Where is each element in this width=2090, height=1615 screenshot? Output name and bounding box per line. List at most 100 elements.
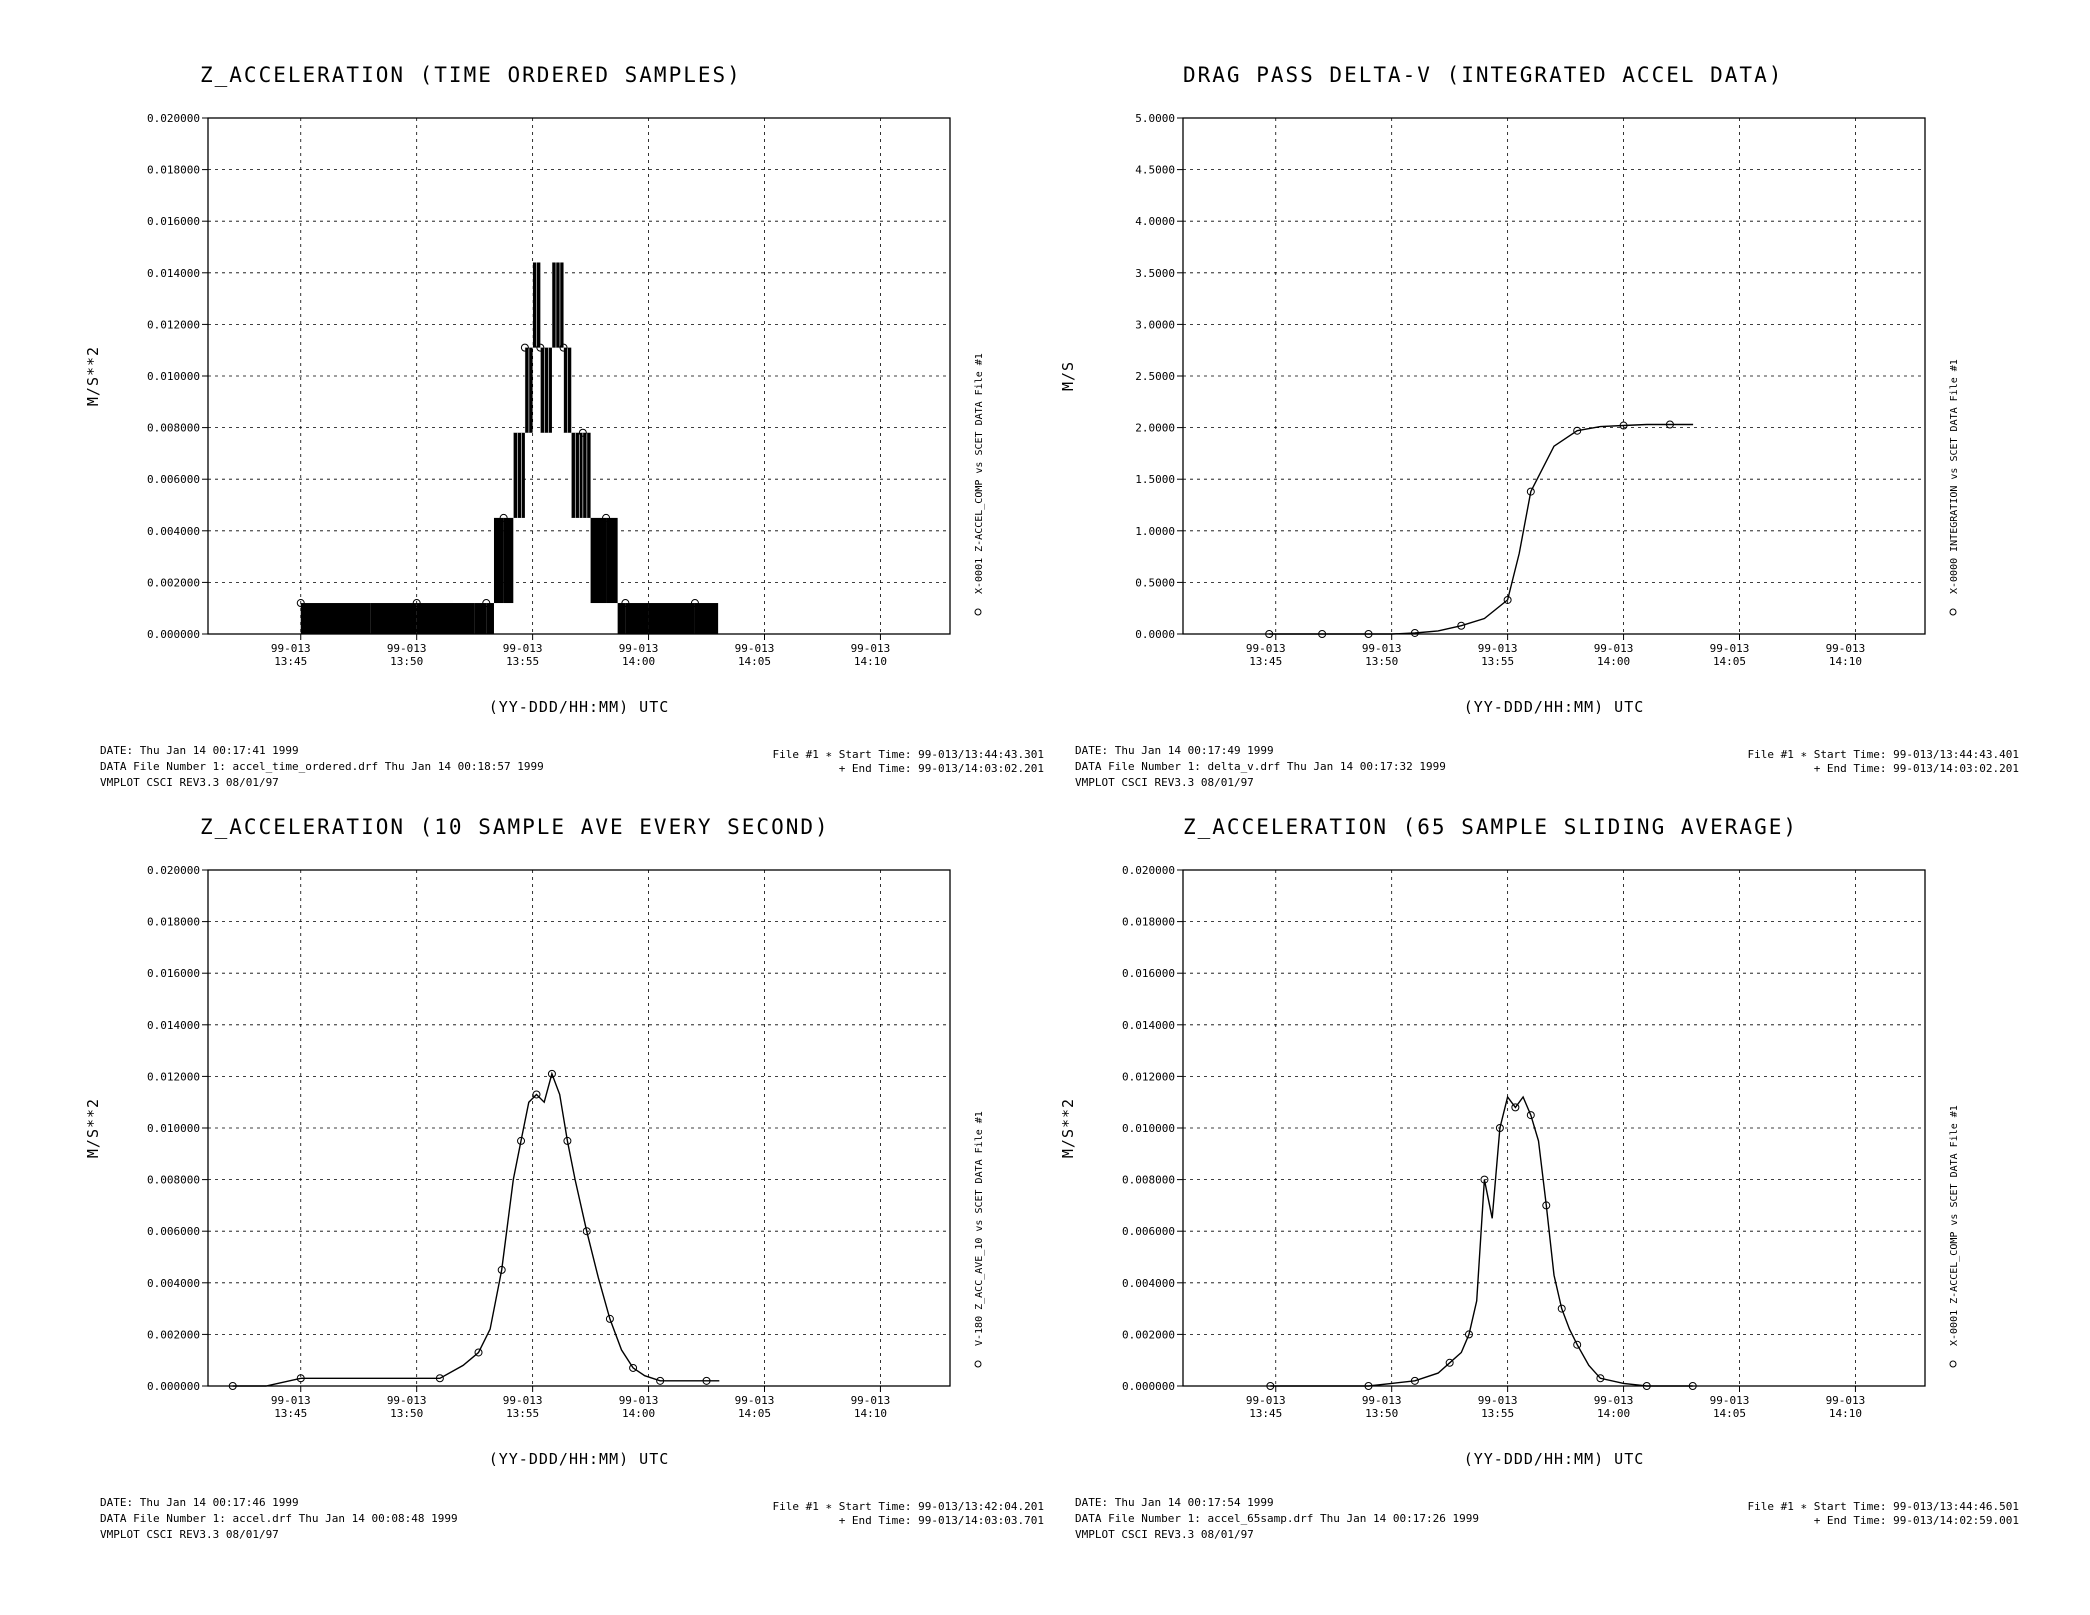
x-tick-date: 99-013 <box>851 642 891 655</box>
series-1 <box>228 1069 720 1390</box>
x-tick-time: 14:10 <box>1829 1407 1862 1420</box>
data-point <box>1265 630 1274 638</box>
x-tick-time: 13:50 <box>1365 1407 1398 1420</box>
data-point <box>1480 1175 1489 1184</box>
x-tick-time: 13:45 <box>274 655 307 668</box>
footer-start-time: File #1 ∗ Start Time: 99-013/13:44:43.30… <box>772 748 1044 761</box>
y-tick-label: 0.004000 <box>147 1277 200 1290</box>
y-tick-label: 0.014000 <box>1122 1019 1175 1032</box>
data-point <box>690 599 699 608</box>
x-tick-time: 13:50 <box>390 1407 423 1420</box>
side-marker <box>1949 1360 1957 1368</box>
x-tick-date: 99-013 <box>387 642 427 655</box>
x-tick-time: 13:55 <box>1481 1407 1514 1420</box>
y-tick-label: 0.002000 <box>1122 1328 1175 1341</box>
data-point <box>1596 1374 1605 1383</box>
y-tick-label: 0.018000 <box>1122 916 1175 929</box>
series-line <box>1270 1095 1693 1387</box>
plot-frame <box>1182 117 1926 635</box>
data-point <box>536 343 545 352</box>
x-tick-time: 13:45 <box>274 1407 307 1420</box>
data-point <box>547 1069 556 1078</box>
y-tick-label: 0.5000 <box>1135 576 1175 589</box>
y-tick-label: 4.5000 <box>1135 164 1175 177</box>
x-tick-time: 13:50 <box>390 655 423 668</box>
x-tick-date: 99-013 <box>503 642 543 655</box>
x-tick-date: 99-013 <box>1594 1394 1634 1407</box>
y-tick-label: 0.006000 <box>147 1225 200 1238</box>
x-tick-date: 99-013 <box>1710 642 1750 655</box>
x-tick-date: 99-013 <box>1246 642 1286 655</box>
y-tick-label: 0.006000 <box>1122 1225 1175 1238</box>
x-tick-date: 99-013 <box>851 1394 891 1407</box>
series-1 <box>1265 420 1694 638</box>
x-tick-time: 13:55 <box>506 1407 539 1420</box>
x-tick-time: 14:10 <box>1829 655 1862 668</box>
x-tick-time: 14:05 <box>738 655 771 668</box>
footer-end-time: + End Time: 99-013/14:03:03.701 <box>839 1514 1044 1527</box>
y-tick-label: 0.002000 <box>147 576 200 589</box>
y-axis-label: M/S**2 <box>1059 1098 1077 1158</box>
data-point <box>578 428 587 437</box>
y-tick-label: 0.010000 <box>147 370 200 383</box>
footer-date: DATE: Thu Jan 14 00:17:54 1999 <box>1075 1496 1274 1509</box>
footer-version: VMPLOT CSCI REV3.3 08/01/97 <box>1075 1528 1254 1541</box>
data-point <box>1495 1124 1504 1132</box>
data-point <box>228 1382 237 1390</box>
y-tick-label: 0.018000 <box>147 916 200 929</box>
y-tick-label: 0.016000 <box>1122 967 1175 980</box>
footer-data-file: DATA File Number 1: accel_65samp.drf Thu… <box>1075 1512 1479 1525</box>
data-point <box>532 1090 541 1099</box>
x-tick-time: 14:00 <box>622 655 655 668</box>
y-tick-label: 0.012000 <box>147 318 200 331</box>
x-tick-date: 99-013 <box>619 642 659 655</box>
y-tick-label: 4.0000 <box>1135 215 1175 228</box>
side-marker <box>974 608 982 616</box>
sample-block <box>300 603 371 634</box>
footer-end-time: + End Time: 99-013/14:03:02.201 <box>839 762 1044 775</box>
sample-block <box>625 603 649 634</box>
data-point <box>497 1265 506 1274</box>
x-tick-date: 99-013 <box>387 1394 427 1407</box>
data-point <box>1542 1201 1551 1210</box>
y-axis-label: M/S**2 <box>84 1098 102 1158</box>
sample-block <box>486 603 494 634</box>
y-tick-label: 0.004000 <box>1122 1277 1175 1290</box>
y-tick-label: 1.0000 <box>1135 525 1175 538</box>
data-point <box>517 1136 526 1145</box>
side-label: X-0000 INTEGRATION vs SCET DATA File #1 <box>1949 359 1960 594</box>
series-1 <box>1266 1095 1697 1390</box>
x-tick-time: 14:05 <box>1713 655 1746 668</box>
data-point <box>559 343 568 352</box>
data-point <box>1445 1358 1454 1367</box>
chart-panel-4: Z_ACCELERATION (65 SAMPLE SLIDING AVERAG… <box>1059 815 2019 1541</box>
sample-block <box>493 517 504 604</box>
y-tick-label: 0.000000 <box>147 1380 200 1393</box>
y-tick-label: 0.020000 <box>147 864 200 877</box>
sample-block <box>474 603 487 634</box>
plot-frame <box>207 117 951 635</box>
footer-version: VMPLOT CSCI REV3.3 08/01/97 <box>100 1528 279 1541</box>
x-tick-date: 99-013 <box>1710 1394 1750 1407</box>
y-tick-label: 0.002000 <box>147 1328 200 1341</box>
sample-block <box>503 517 514 604</box>
y-axis-label: M/S <box>1059 361 1077 391</box>
x-tick-time: 13:55 <box>506 655 539 668</box>
side-marker <box>974 1360 982 1368</box>
data-point <box>1266 1382 1275 1390</box>
data-point <box>1526 1111 1535 1120</box>
y-tick-label: 0.000000 <box>1122 1380 1175 1393</box>
data-point <box>582 1227 591 1236</box>
y-tick-label: 0.008000 <box>147 422 200 435</box>
y-tick-label: 0.000000 <box>147 628 200 641</box>
x-tick-date: 99-013 <box>735 642 775 655</box>
series-line <box>232 1071 720 1387</box>
chart-panel-2: DRAG PASS DELTA-V (INTEGRATED ACCEL DATA… <box>1059 63 2019 789</box>
y-tick-label: 2.0000 <box>1135 422 1175 435</box>
plot-frame <box>207 869 951 1387</box>
y-tick-label: 0.0000 <box>1135 628 1175 641</box>
y-tick-label: 0.010000 <box>1122 1122 1175 1135</box>
x-axis-label: (YY-DDD/HH:MM) UTC <box>1464 1450 1645 1468</box>
data-point <box>602 513 611 522</box>
data-point <box>412 599 421 608</box>
